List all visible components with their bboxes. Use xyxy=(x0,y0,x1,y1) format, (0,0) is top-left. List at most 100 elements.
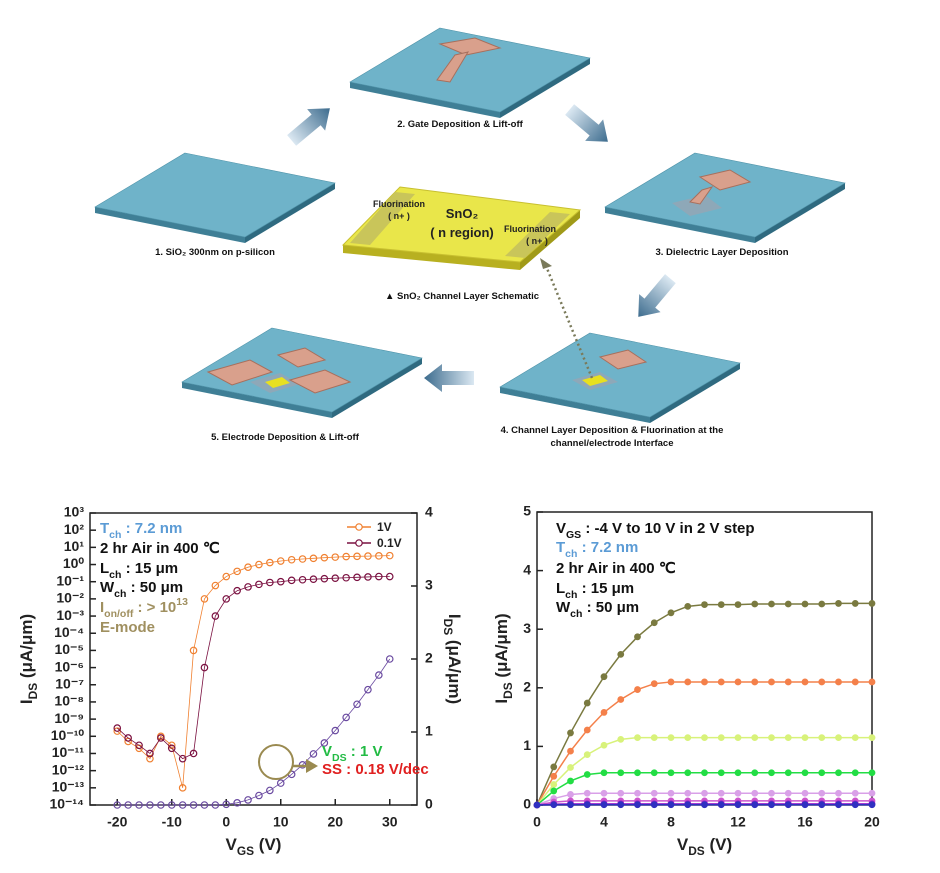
data-point xyxy=(276,557,285,565)
data-point xyxy=(178,801,187,809)
data-point xyxy=(178,784,187,792)
data-point xyxy=(734,734,742,742)
data-point xyxy=(751,678,759,686)
data-point xyxy=(287,555,296,564)
data-point xyxy=(701,601,708,608)
data-point xyxy=(851,678,859,686)
data-point xyxy=(751,801,759,809)
series-line xyxy=(117,658,391,806)
x-axis-label: VGS (V) xyxy=(226,835,282,858)
arrow-shape xyxy=(424,364,474,392)
text-part: : 15 μm xyxy=(121,560,178,577)
data-point xyxy=(189,646,198,655)
data-point xyxy=(634,686,641,693)
process-diagram: 1. SiO₂ 300nm on p-silicon 2. Gate Depos… xyxy=(94,27,846,449)
y-tick-label: 10¹ xyxy=(64,538,85,554)
metal-pad xyxy=(688,186,714,205)
data-point xyxy=(617,769,625,777)
annotation: 2 hr Air in 400 ℃ xyxy=(556,560,676,577)
data-point xyxy=(835,769,842,777)
text-part: I xyxy=(492,699,511,704)
plate xyxy=(349,27,591,113)
data-point xyxy=(331,553,340,561)
data-point xyxy=(768,734,775,742)
x-tick-label: 8 xyxy=(667,814,675,830)
data-point xyxy=(851,801,859,809)
data-point xyxy=(650,619,658,627)
highlight-circle xyxy=(258,744,294,780)
data-point xyxy=(113,801,122,809)
arrow-shape xyxy=(638,274,676,317)
text-part: ch xyxy=(114,588,126,600)
data-point xyxy=(784,600,792,608)
plate xyxy=(181,327,423,413)
text-part: (V) xyxy=(705,835,732,854)
data-point xyxy=(667,801,675,809)
y2-axis-label: IDS (μA/μm) xyxy=(441,614,464,704)
metal-pad xyxy=(698,169,752,191)
data-point xyxy=(667,789,675,797)
data-point xyxy=(818,769,826,777)
data-point xyxy=(255,580,263,589)
y-tick-label: 10⁻¹⁰ xyxy=(51,727,85,743)
text-part: (μA/μm) xyxy=(17,614,36,683)
data-point xyxy=(113,724,122,732)
fluorination-region xyxy=(505,212,570,258)
data-point xyxy=(634,769,641,777)
data-point xyxy=(768,769,775,777)
text-part: : 50 μm xyxy=(126,579,183,596)
x-tick-label: 4 xyxy=(600,814,608,830)
text-part: ch xyxy=(570,608,582,620)
data-point xyxy=(567,747,574,755)
data-point xyxy=(801,789,809,797)
y2-tick-label: 0 xyxy=(425,796,433,812)
data-point xyxy=(320,574,329,583)
process-arrow xyxy=(565,104,608,142)
text-part: T xyxy=(556,539,565,556)
data-point xyxy=(701,678,708,686)
data-point xyxy=(734,789,742,797)
data-point xyxy=(801,769,809,777)
text-part: (μA/μm) xyxy=(492,613,511,682)
data-point xyxy=(298,555,307,563)
data-point xyxy=(868,769,876,777)
data-point xyxy=(684,734,692,742)
data-point xyxy=(550,787,558,795)
arrow-shape xyxy=(565,104,608,142)
data-point xyxy=(385,655,394,663)
text-part: DS xyxy=(501,682,515,699)
data-point xyxy=(146,754,154,763)
data-point xyxy=(818,801,826,809)
data-point xyxy=(255,560,263,569)
data-point xyxy=(650,801,658,809)
data-point xyxy=(835,801,842,809)
x-tick-label: 20 xyxy=(327,814,343,830)
text-part: : 50 μm xyxy=(582,599,639,616)
series-line xyxy=(116,555,390,788)
data-point xyxy=(634,734,641,742)
data-point xyxy=(751,789,759,797)
data-point xyxy=(701,769,708,777)
plate-edge xyxy=(95,207,245,243)
data-point xyxy=(222,572,231,581)
data-point xyxy=(851,600,859,607)
x-tick-label: -10 xyxy=(162,814,182,830)
data-point xyxy=(617,650,625,658)
y-tick-label: 10⁻¹¹ xyxy=(52,744,85,760)
y-tick-label: 3 xyxy=(523,620,531,636)
text-part: ch xyxy=(109,569,121,581)
data-point xyxy=(667,678,675,686)
data-point xyxy=(276,779,285,787)
plate-edge xyxy=(350,82,500,118)
data-point xyxy=(244,796,252,804)
data-point xyxy=(550,781,558,788)
data-point xyxy=(600,789,608,797)
data-point xyxy=(784,789,792,797)
annotation: Wch : 50 μm xyxy=(556,599,639,620)
data-point xyxy=(835,734,842,742)
data-point xyxy=(751,734,759,742)
data-point xyxy=(550,763,558,771)
y-tick-label: 5 xyxy=(523,503,531,519)
data-point xyxy=(684,801,692,809)
